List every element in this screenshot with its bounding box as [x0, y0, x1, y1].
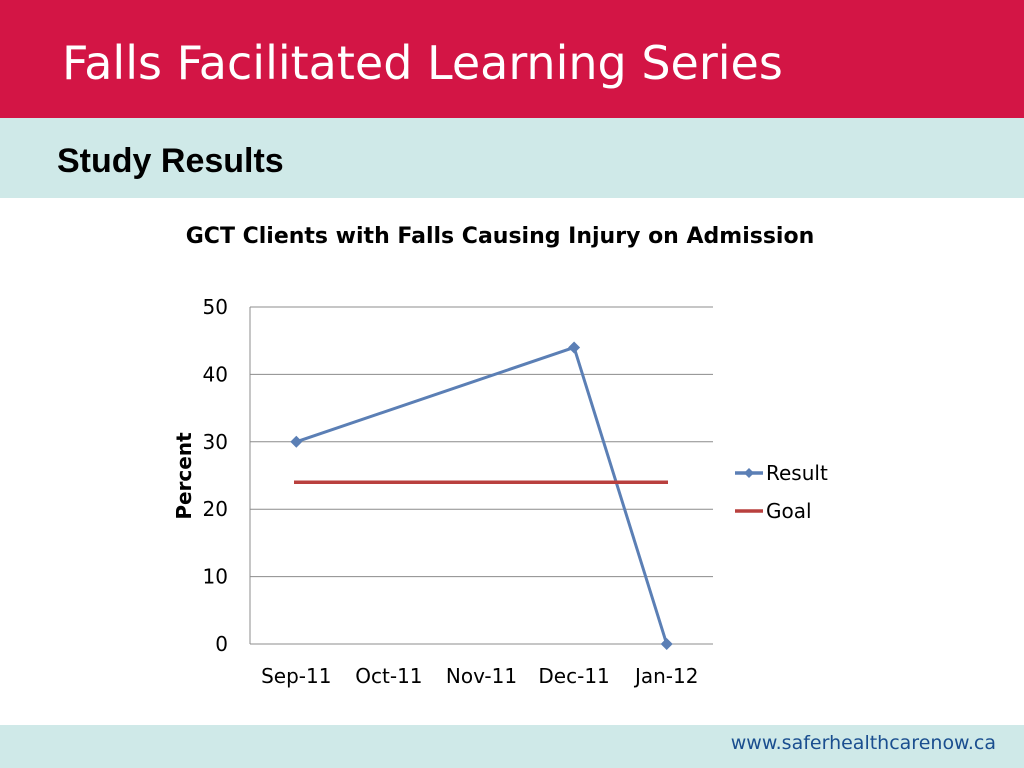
y-tick-label: 20	[203, 497, 228, 521]
legend-label-result: Result	[766, 461, 828, 485]
result-data-point	[660, 638, 673, 650]
x-tick-label: Sep-11	[261, 664, 331, 688]
subtitle-band	[0, 118, 1024, 198]
legend-label-goal: Goal	[766, 499, 812, 523]
x-tick-label: Nov-11	[446, 664, 517, 688]
slide-subtitle: Study Results	[57, 142, 284, 180]
x-tick-label: Dec-11	[538, 664, 609, 688]
y-axis-label: Percent	[172, 432, 196, 520]
result-data-point	[290, 435, 303, 448]
website-url[interactable]: www.saferhealthcarenow.ca	[730, 732, 996, 754]
x-tick-label: Oct-11	[355, 664, 422, 688]
chart-title: GCT Clients with Falls Causing Injury on…	[185, 224, 815, 249]
y-tick-label: 40	[203, 362, 228, 386]
result-data-point	[568, 341, 581, 354]
x-tick-label: Jan-12	[633, 664, 699, 688]
slide-title: Falls Facilitated Learning Series	[62, 36, 783, 90]
y-tick-label: 30	[203, 430, 228, 454]
footer-band: www.saferhealthcarenow.ca	[0, 725, 1024, 768]
result-series-line	[295, 345, 669, 645]
y-tick-label: 50	[203, 295, 228, 319]
legend-marker-result	[744, 468, 754, 478]
y-tick-label: 10	[203, 565, 228, 589]
title-banner: Falls Facilitated Learning Series	[0, 0, 1024, 118]
y-tick-label: 0	[215, 632, 228, 656]
